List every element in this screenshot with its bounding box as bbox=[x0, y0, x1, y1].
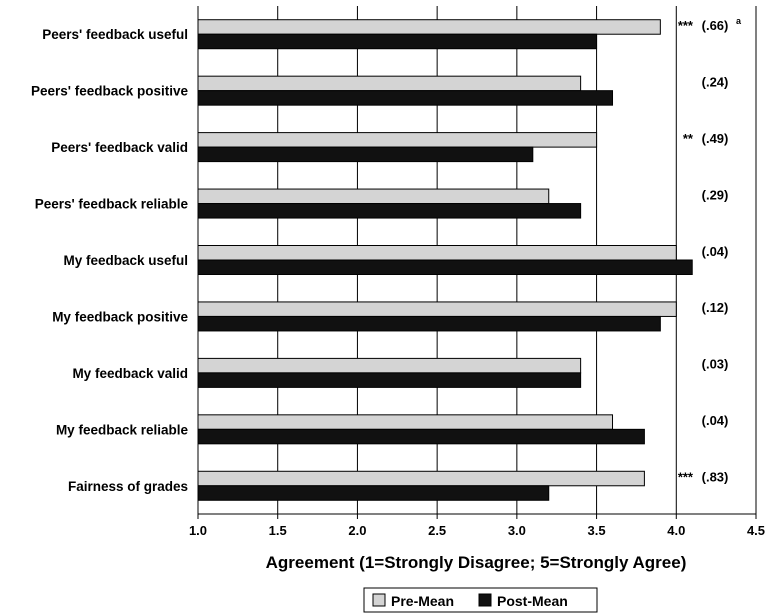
bar-post-mean bbox=[198, 91, 613, 106]
significance-stars: *** bbox=[678, 18, 694, 33]
x-axis-title: Agreement (1=Strongly Disagree; 5=Strong… bbox=[266, 553, 687, 572]
category-labels: Peers' feedback useful Peers' feedback po… bbox=[31, 27, 189, 494]
bar-pre-mean bbox=[198, 358, 581, 373]
category-label: Peers' feedback positive bbox=[31, 84, 189, 99]
significance-annotations: *** (.66) a (.24) ** (.49) (.29) (.04) (.12) (.03… bbox=[678, 16, 742, 485]
x-tick-label: 3.5 bbox=[588, 523, 606, 538]
category-label: Fairness of grades bbox=[68, 479, 188, 494]
effect-size-label: (.12) bbox=[702, 300, 729, 315]
effect-size-label: (.24) bbox=[702, 74, 729, 89]
legend-label-pre-mean: Pre-Mean bbox=[391, 593, 454, 609]
effect-size-label: (.03) bbox=[702, 357, 729, 372]
effect-size-label: (.83) bbox=[702, 470, 729, 485]
bar-pre-mean bbox=[198, 20, 660, 35]
bar-post-mean bbox=[198, 260, 692, 275]
bar-pre-mean bbox=[198, 189, 549, 204]
x-tick-label: 2.0 bbox=[348, 523, 366, 538]
bar-pre-mean bbox=[198, 133, 597, 148]
significance-stars: ** bbox=[683, 131, 694, 146]
category-label: Peers' feedback useful bbox=[42, 27, 188, 42]
bar-pre-mean bbox=[198, 246, 676, 261]
effect-size-label: (.04) bbox=[702, 413, 729, 428]
bar-post-mean bbox=[198, 316, 660, 331]
category-label: Peers' feedback valid bbox=[51, 140, 188, 155]
bar-post-mean bbox=[198, 373, 581, 388]
x-tick-label: 4.5 bbox=[747, 523, 765, 538]
legend-label-post-mean: Post-Mean bbox=[497, 593, 568, 609]
x-axis-ticks: 1.0 1.5 2.0 2.5 3.0 3.5 4.0 4.5 bbox=[189, 514, 765, 538]
significance-stars: *** bbox=[678, 470, 694, 485]
x-tick-label: 1.0 bbox=[189, 523, 207, 538]
x-tick-label: 3.0 bbox=[508, 523, 526, 538]
category-label: My feedback positive bbox=[52, 309, 188, 324]
bar-post-mean bbox=[198, 147, 533, 162]
bar-pre-mean bbox=[198, 415, 613, 430]
bars bbox=[198, 20, 692, 501]
legend-swatch-post-mean bbox=[479, 594, 491, 606]
effect-size-label: (.49) bbox=[702, 131, 729, 146]
x-tick-label: 4.0 bbox=[667, 523, 685, 538]
category-label: My feedback valid bbox=[72, 366, 188, 381]
legend-swatch-pre-mean bbox=[373, 594, 385, 606]
footnote-marker: a bbox=[736, 16, 742, 26]
legend: Pre-Mean Post-Mean bbox=[364, 588, 597, 612]
bar-post-mean bbox=[198, 204, 581, 219]
bar-pre-mean bbox=[198, 302, 676, 317]
x-tick-label: 2.5 bbox=[428, 523, 446, 538]
bar-post-mean bbox=[198, 486, 549, 501]
effect-size-label: (.66) bbox=[702, 18, 729, 33]
bar-pre-mean bbox=[198, 471, 644, 486]
bar-post-mean bbox=[198, 34, 597, 49]
bar-post-mean bbox=[198, 429, 644, 444]
category-label: My feedback reliable bbox=[56, 422, 189, 437]
effect-size-label: (.04) bbox=[702, 244, 729, 259]
category-label: My feedback useful bbox=[63, 253, 188, 268]
effect-size-label: (.29) bbox=[702, 187, 729, 202]
bar-pre-mean bbox=[198, 76, 581, 91]
category-label: Peers' feedback reliable bbox=[35, 197, 189, 212]
x-tick-label: 1.5 bbox=[269, 523, 287, 538]
